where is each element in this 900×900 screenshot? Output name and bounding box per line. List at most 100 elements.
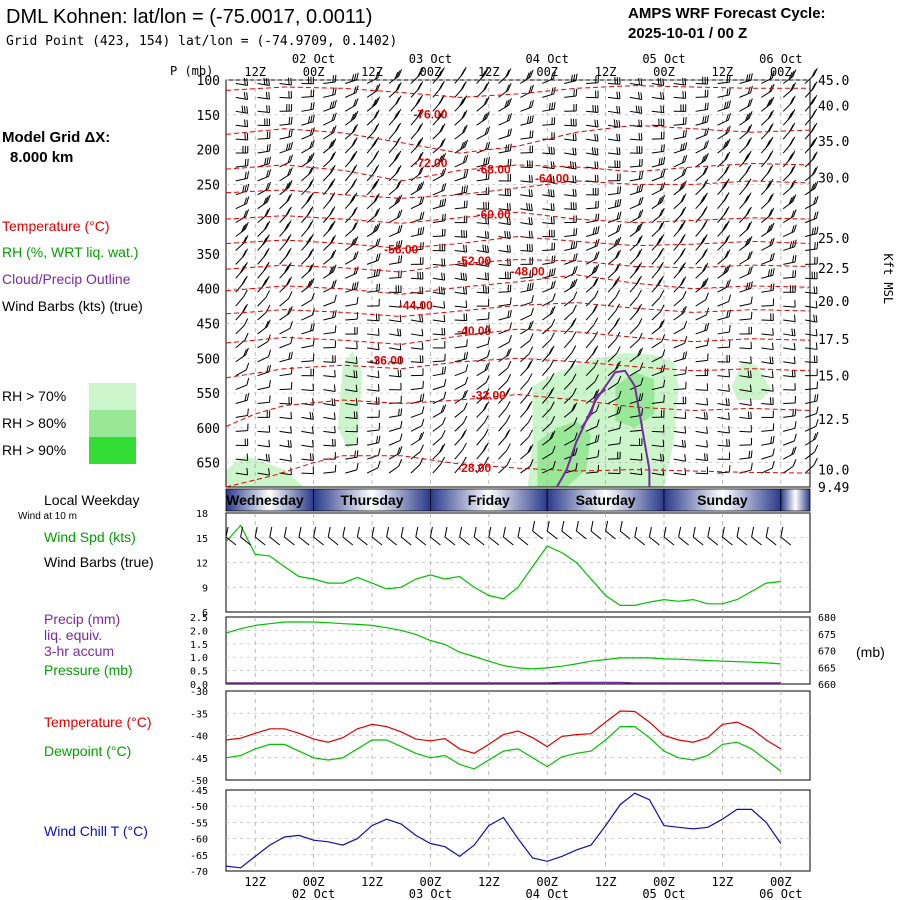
height-tick-label: 40.0 [818,100,849,115]
wind-barb-flag [244,332,249,341]
wind-barb-flag [443,287,446,295]
wind-barb-flag [612,279,618,288]
surface-wind-barb-flag [240,526,244,538]
wind-barb [564,124,577,127]
wind-barb [520,137,533,140]
wind-barb-flag [526,283,530,291]
wind-barb-flag [788,197,793,205]
wind-barb-flag [728,412,730,420]
wind-barb [607,138,620,142]
wind-barb-flag [311,426,314,434]
wind-barb-flag [266,319,271,327]
wind-barb-flag [548,188,550,197]
pressure-tick-label: 500 [197,352,220,367]
wind-barb-flag [680,195,685,203]
wind-barb [673,297,684,307]
wind-barb-flag [374,136,380,145]
value-tick-label: 9 [202,583,208,594]
wind-barb-flag [350,180,356,188]
wind-barb [629,458,642,461]
wind-barb [520,314,532,321]
wind-barb-flag [728,294,732,302]
wind-barb-flag [330,206,336,214]
wind-barb-flag [329,101,333,109]
wind-barb-flag [506,202,509,211]
wind-barb-flag [660,365,664,373]
wind-barb-flag [353,99,357,107]
wind-barb [761,361,774,365]
wind-barb-flag [485,388,490,396]
wind-barb-flag [482,403,488,411]
wind-barb-flag [660,319,665,327]
isotherm-line [225,85,810,98]
wind-barb-flag [465,154,469,163]
wind-barb-flag [768,223,773,232]
wind-barb-flag [333,384,336,392]
pressure-tick-label: 550 [197,387,220,402]
wind-barb-flag [746,125,751,134]
wind-barb [607,96,620,100]
temperature-panel: -30-35-40-45-50 [190,687,811,787]
surface-wind-barb [546,530,558,540]
wind-barb [585,381,596,390]
wind-barb [607,205,620,210]
wind-barb [367,429,380,432]
wind-barb-flag [526,116,530,124]
wind-barb [783,319,796,323]
wind-barb-flag [375,71,379,80]
wind-barb-flag [415,140,420,149]
wind-barb [301,121,314,126]
wind-barb-flag [550,216,553,224]
wind-barb-flag [726,75,729,83]
wind-barb [695,472,708,475]
wind-barb-flag [794,254,797,263]
wind-barb [323,361,336,363]
wind-barb-flag [750,450,753,458]
cross-section-frame [225,79,811,488]
wind-barb-flag [770,222,775,230]
wind-barb [235,124,248,128]
wind-barb-flag [374,224,379,232]
wind-barb-flag [596,161,599,169]
wind-barb [585,324,595,335]
wind-barb-flag [684,336,688,344]
wind-barb-flag [815,315,818,323]
wind-barb [476,463,486,474]
wind-barb-flag [772,283,775,291]
wind-barb-flag [723,194,728,202]
wind-barb-flag [266,144,269,152]
pressure-line [225,621,781,670]
wind-barb-flag [815,300,818,309]
grid-point-subtitle: Grid Point (423, 154) lat/lon = (-74.970… [6,34,397,49]
precip-label-2: liq. equiv. [44,627,102,643]
wind-barb-flag [658,158,661,166]
isotherm-label: -68.00 [477,162,511,176]
wind-barb-flag [371,140,377,148]
wind-barb-flag [400,408,403,416]
wind-barb-flag [507,347,512,356]
wind-barb-flag [660,144,663,152]
wind-barb-flag [724,153,729,161]
wind-barb-flag [246,78,249,86]
wind-barb-flag [285,278,291,286]
wind-barb-flag [241,105,244,113]
wind-barb [651,401,664,405]
wind-barb-flag [509,217,511,225]
series-line [225,710,782,754]
wind-barb [717,94,730,98]
wind-barb-flag [355,370,358,378]
wind-barb-flag [787,112,793,121]
wind-barb-flag [812,137,818,145]
wind-barb-flag [438,110,444,119]
wind-barb [761,289,774,293]
wind-barb-flag [793,328,796,337]
wind-barb-flag [262,237,267,246]
wind-barb-flag [550,281,554,289]
wind-barb-flag [438,82,444,91]
wind-barb-flag [246,171,250,179]
wind-barb [673,327,685,335]
wind-barb-flag [725,164,730,173]
height-tick-label: 15.0 [818,370,849,385]
wind-barb-flag [528,429,533,438]
wind-barb [607,382,619,391]
